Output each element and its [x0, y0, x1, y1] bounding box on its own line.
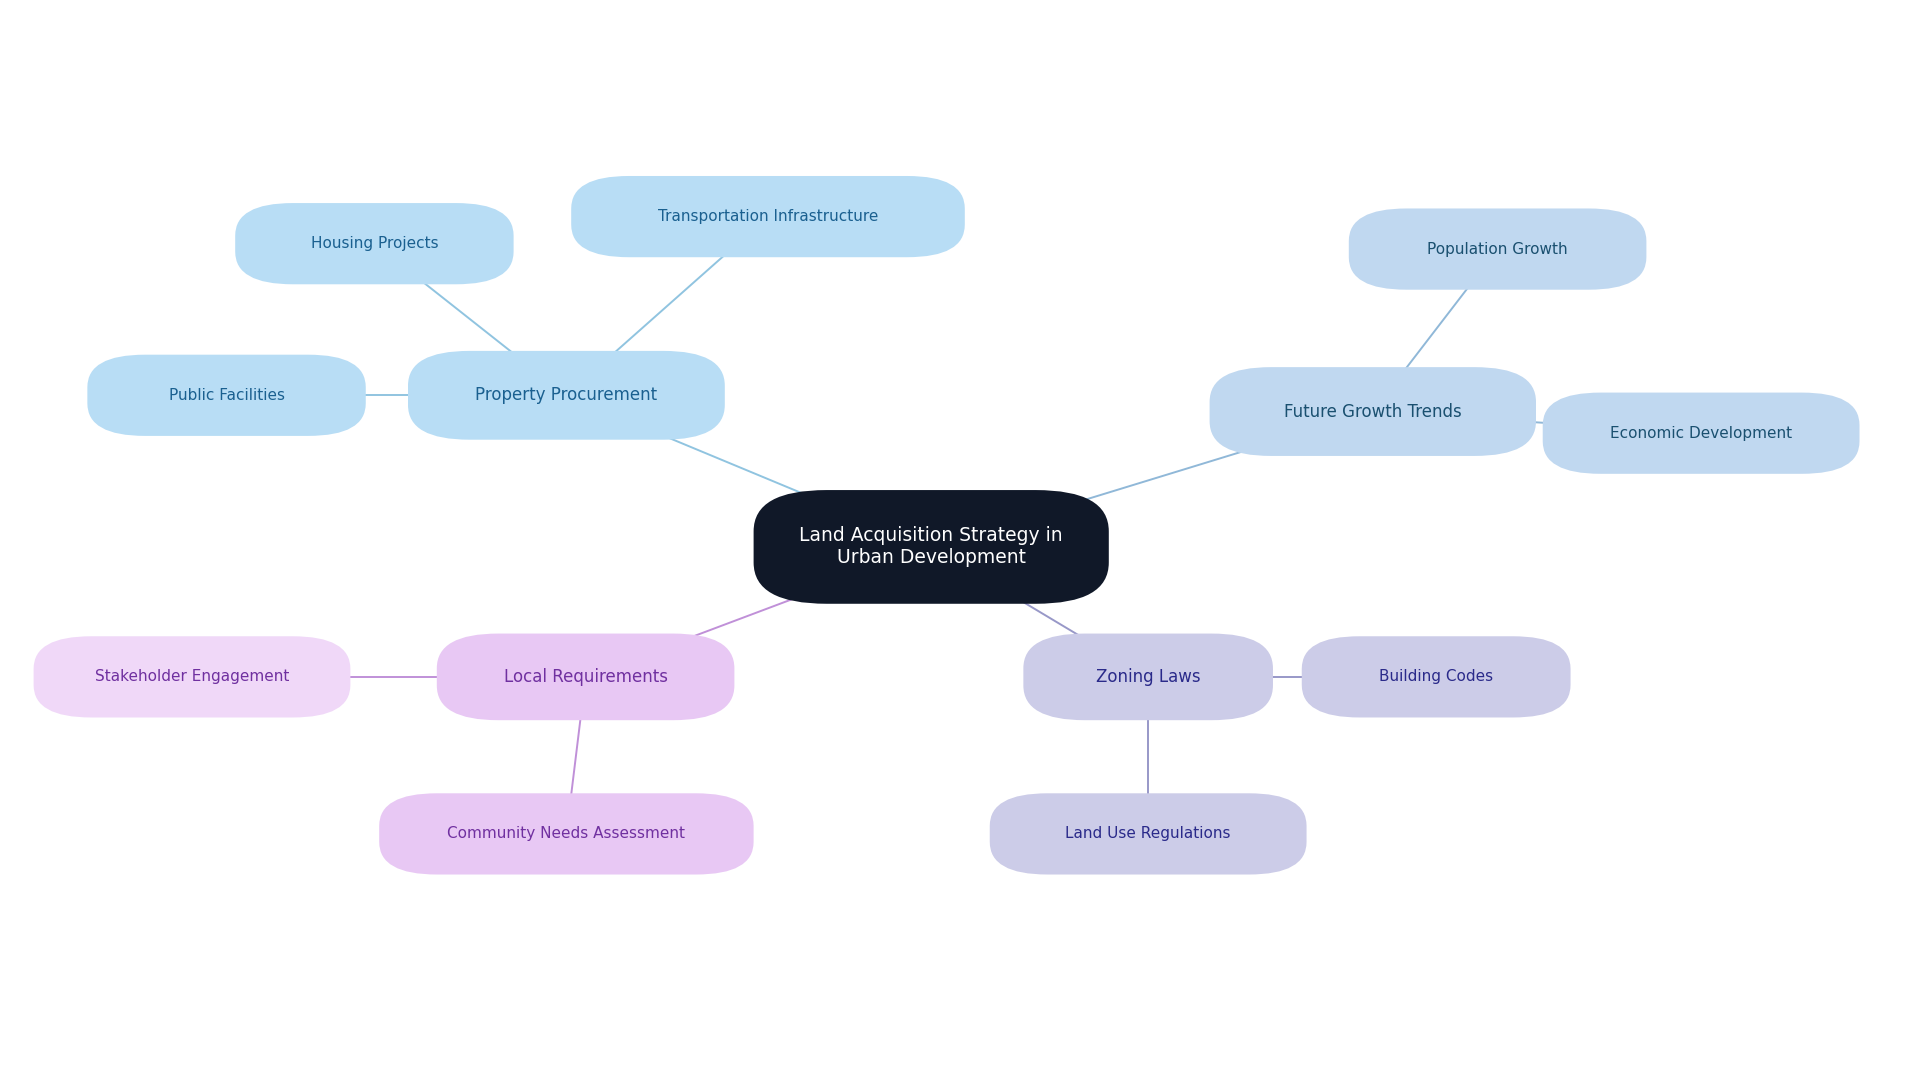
Text: Land Acquisition Strategy in
Urban Development: Land Acquisition Strategy in Urban Devel…	[799, 526, 1064, 567]
FancyBboxPatch shape	[991, 793, 1306, 875]
Text: Building Codes: Building Codes	[1379, 669, 1494, 684]
Text: Transportation Infrastructure: Transportation Infrastructure	[659, 209, 877, 224]
FancyBboxPatch shape	[753, 490, 1108, 604]
FancyBboxPatch shape	[572, 175, 964, 258]
FancyBboxPatch shape	[1210, 367, 1536, 456]
Text: Economic Development: Economic Development	[1611, 426, 1791, 441]
Text: Future Growth Trends: Future Growth Trends	[1284, 403, 1461, 420]
Text: Local Requirements: Local Requirements	[503, 668, 668, 686]
FancyBboxPatch shape	[35, 637, 351, 717]
Text: Community Needs Assessment: Community Needs Assessment	[447, 826, 685, 841]
FancyBboxPatch shape	[1023, 634, 1273, 720]
Text: Population Growth: Population Growth	[1427, 242, 1569, 257]
FancyBboxPatch shape	[86, 355, 365, 435]
Text: Zoning Laws: Zoning Laws	[1096, 668, 1200, 686]
FancyBboxPatch shape	[407, 351, 724, 440]
FancyBboxPatch shape	[1302, 637, 1571, 717]
Text: Stakeholder Engagement: Stakeholder Engagement	[94, 669, 290, 684]
FancyBboxPatch shape	[234, 204, 515, 284]
FancyBboxPatch shape	[1544, 393, 1859, 474]
Text: Public Facilities: Public Facilities	[169, 388, 284, 403]
Text: Land Use Regulations: Land Use Regulations	[1066, 826, 1231, 841]
Text: Property Procurement: Property Procurement	[476, 387, 657, 404]
FancyBboxPatch shape	[378, 793, 753, 875]
FancyBboxPatch shape	[1348, 208, 1647, 289]
Text: Housing Projects: Housing Projects	[311, 236, 438, 251]
FancyBboxPatch shape	[436, 634, 733, 720]
